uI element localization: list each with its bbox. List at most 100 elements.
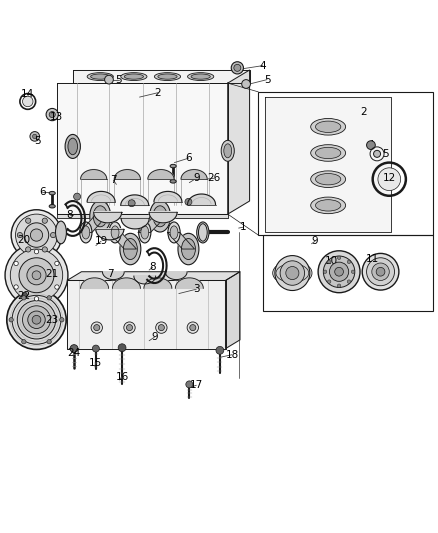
Ellipse shape bbox=[199, 226, 207, 239]
Circle shape bbox=[60, 318, 64, 322]
Circle shape bbox=[124, 322, 135, 333]
Circle shape bbox=[216, 346, 224, 354]
Polygon shape bbox=[73, 70, 250, 83]
Ellipse shape bbox=[158, 74, 177, 79]
Text: 24: 24 bbox=[67, 348, 81, 358]
Circle shape bbox=[323, 270, 327, 273]
Circle shape bbox=[19, 258, 54, 293]
Circle shape bbox=[190, 325, 196, 330]
Circle shape bbox=[11, 210, 62, 261]
Ellipse shape bbox=[191, 74, 210, 79]
Ellipse shape bbox=[315, 200, 341, 211]
Ellipse shape bbox=[124, 74, 144, 79]
Circle shape bbox=[367, 141, 375, 149]
Polygon shape bbox=[121, 195, 149, 205]
Polygon shape bbox=[228, 70, 250, 214]
Circle shape bbox=[337, 284, 341, 287]
Circle shape bbox=[17, 232, 22, 238]
Circle shape bbox=[55, 261, 59, 265]
Polygon shape bbox=[265, 97, 392, 231]
Polygon shape bbox=[109, 232, 137, 249]
Ellipse shape bbox=[80, 222, 92, 243]
Circle shape bbox=[91, 322, 102, 333]
Text: 9: 9 bbox=[312, 236, 318, 246]
Ellipse shape bbox=[315, 121, 341, 133]
Polygon shape bbox=[154, 191, 182, 202]
Circle shape bbox=[24, 223, 49, 247]
Ellipse shape bbox=[170, 164, 176, 168]
Circle shape bbox=[329, 262, 349, 281]
Text: 8: 8 bbox=[67, 210, 73, 220]
Circle shape bbox=[21, 296, 26, 300]
Circle shape bbox=[328, 260, 331, 264]
Circle shape bbox=[275, 256, 310, 290]
Text: 6: 6 bbox=[39, 187, 46, 197]
Polygon shape bbox=[57, 214, 228, 219]
Ellipse shape bbox=[87, 72, 113, 80]
Ellipse shape bbox=[187, 72, 214, 80]
Ellipse shape bbox=[141, 226, 149, 239]
Text: 21: 21 bbox=[46, 269, 59, 279]
Ellipse shape bbox=[181, 239, 195, 260]
Text: 2: 2 bbox=[155, 88, 161, 98]
Text: 11: 11 bbox=[366, 254, 379, 264]
Ellipse shape bbox=[139, 222, 151, 243]
Circle shape bbox=[374, 150, 381, 157]
Polygon shape bbox=[81, 278, 109, 288]
Ellipse shape bbox=[315, 147, 341, 159]
Ellipse shape bbox=[311, 118, 346, 135]
Text: 3: 3 bbox=[193, 284, 200, 294]
Ellipse shape bbox=[170, 226, 178, 239]
Circle shape bbox=[17, 301, 56, 339]
Polygon shape bbox=[149, 212, 177, 223]
Circle shape bbox=[27, 265, 46, 285]
Polygon shape bbox=[81, 169, 107, 179]
Ellipse shape bbox=[224, 144, 232, 158]
Circle shape bbox=[22, 292, 27, 297]
Ellipse shape bbox=[109, 222, 121, 243]
Text: 18: 18 bbox=[226, 350, 239, 360]
Ellipse shape bbox=[121, 72, 147, 80]
Ellipse shape bbox=[68, 138, 78, 155]
Polygon shape bbox=[102, 272, 124, 280]
Circle shape bbox=[280, 261, 304, 285]
Ellipse shape bbox=[91, 74, 110, 79]
Text: 9: 9 bbox=[151, 332, 158, 342]
Circle shape bbox=[127, 325, 133, 330]
Circle shape bbox=[47, 340, 51, 344]
Text: 5: 5 bbox=[382, 149, 389, 159]
Polygon shape bbox=[187, 194, 215, 205]
Ellipse shape bbox=[221, 140, 234, 161]
Ellipse shape bbox=[49, 205, 55, 208]
Circle shape bbox=[28, 311, 45, 328]
Text: 9: 9 bbox=[193, 173, 200, 183]
Polygon shape bbox=[134, 276, 155, 284]
Circle shape bbox=[32, 316, 41, 324]
Circle shape bbox=[46, 108, 58, 120]
Polygon shape bbox=[144, 278, 172, 288]
Circle shape bbox=[234, 64, 241, 71]
Ellipse shape bbox=[93, 206, 107, 227]
Ellipse shape bbox=[197, 222, 209, 243]
Text: 4: 4 bbox=[367, 140, 374, 150]
Text: 13: 13 bbox=[50, 112, 63, 122]
Circle shape bbox=[11, 249, 63, 302]
Circle shape bbox=[328, 280, 331, 284]
Text: 5: 5 bbox=[35, 136, 41, 146]
Text: 15: 15 bbox=[89, 358, 102, 368]
Circle shape bbox=[74, 193, 81, 200]
Circle shape bbox=[231, 62, 244, 74]
Text: 14: 14 bbox=[21, 89, 35, 99]
Circle shape bbox=[185, 198, 192, 205]
Circle shape bbox=[105, 75, 113, 84]
Bar bbox=[263, 235, 433, 311]
Circle shape bbox=[337, 256, 341, 260]
Circle shape bbox=[378, 168, 401, 190]
Ellipse shape bbox=[65, 134, 81, 158]
Circle shape bbox=[42, 247, 47, 252]
Polygon shape bbox=[57, 83, 228, 214]
Ellipse shape bbox=[111, 226, 119, 239]
Polygon shape bbox=[138, 216, 166, 232]
Circle shape bbox=[186, 381, 193, 388]
Ellipse shape bbox=[170, 180, 176, 183]
